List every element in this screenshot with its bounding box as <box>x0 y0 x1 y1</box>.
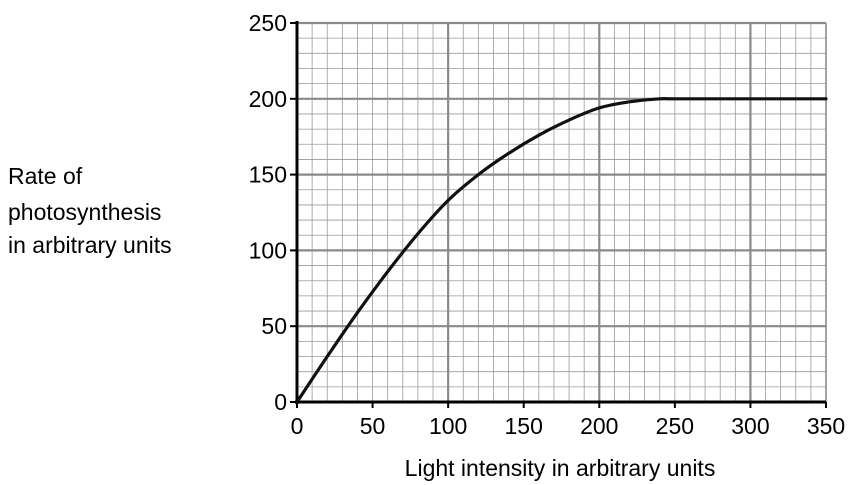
x-tick-label: 0 <box>291 413 304 439</box>
x-tick-label: 300 <box>731 413 769 439</box>
x-tick-labels: 0 50 100 150 200 250 300 350 <box>291 413 846 439</box>
y-axis-title-line-1: Rate of <box>8 163 83 189</box>
y-axis-title-line-3: in arbitrary units <box>8 232 172 258</box>
x-tick-label: 350 <box>807 413 845 439</box>
series-lines <box>295 96 828 404</box>
x-tick-label: 50 <box>360 413 386 439</box>
y-axis-title-line-2: photosynthesis <box>8 199 161 225</box>
major-grid <box>295 21 827 404</box>
y-tick-label: 0 <box>274 389 287 415</box>
y-tick-label: 50 <box>261 313 287 339</box>
x-tick-label: 250 <box>656 413 694 439</box>
y-axis-title: Rate of photosynthesis in arbitrary unit… <box>8 163 172 258</box>
minor-grid <box>296 22 827 403</box>
y-tick-label: 250 <box>249 10 287 36</box>
y-tick-label: 100 <box>249 237 287 263</box>
series-line <box>295 96 828 404</box>
y-tick-labels: 0 50 100 150 200 250 <box>249 10 287 415</box>
x-tick-label: 200 <box>580 413 618 439</box>
y-tick-label: 200 <box>249 86 287 112</box>
x-tick-label: 150 <box>505 413 543 439</box>
y-tick-label: 150 <box>249 162 287 188</box>
x-axis-title: Light intensity in arbitrary units <box>405 455 716 481</box>
x-tick-label: 100 <box>429 413 467 439</box>
axes <box>290 21 827 408</box>
